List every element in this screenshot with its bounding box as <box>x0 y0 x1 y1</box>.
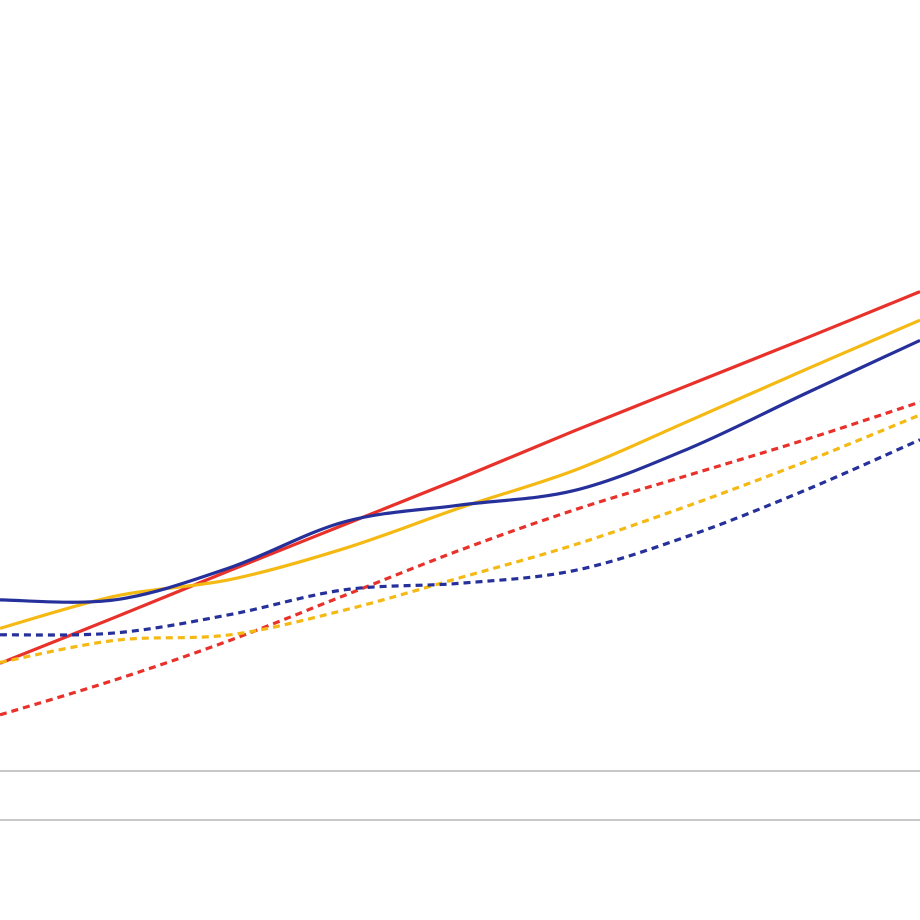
series-line <box>0 290 920 665</box>
series-line <box>0 400 920 717</box>
series-line <box>0 338 920 604</box>
series-line <box>0 413 920 664</box>
series-line <box>0 438 920 637</box>
